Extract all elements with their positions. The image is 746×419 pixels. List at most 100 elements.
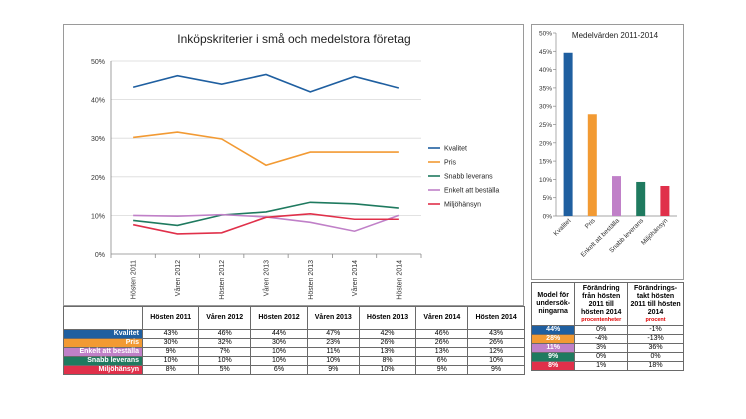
- bar-y-tick-label: 40%: [539, 67, 552, 74]
- bar-y-tick-label: 45%: [539, 49, 552, 56]
- summary-row: 11% 3% 36%: [530, 343, 684, 353]
- summary-model-kvalitet: 44%: [530, 325, 576, 335]
- line-series-miljo: [132, 213, 399, 235]
- line-series-kvalitet: [132, 73, 400, 93]
- data-table: Hösten 2011 Våren 2012 Hösten 2012 Våren 20…: [63, 306, 525, 375]
- line-y-tick-label: 20%: [91, 175, 105, 182]
- summary-change: 1%: [574, 361, 629, 371]
- data-table-column-header: Våren 2013: [306, 306, 360, 330]
- summary-rate: 0%: [627, 352, 684, 362]
- summary-table: Model för undersök-ningarna Förändring fr…: [530, 282, 684, 371]
- table-cell: 30%: [141, 338, 200, 348]
- bar-y-tick-label: 30%: [539, 104, 552, 111]
- line-series-pris: [133, 131, 399, 167]
- table-cell: 8%: [141, 365, 200, 375]
- table-cell: 43%: [467, 329, 525, 339]
- legend-label-miljo: Miljöhänsyn: [444, 202, 481, 209]
- bar-chart-panel: Medelvärden 2011-2014 0% 5% 10% 15% 20% 25% 30…: [531, 24, 684, 280]
- table-cell: 11%: [306, 347, 360, 357]
- bar-x-tick-label: Miljöhänsyn: [640, 217, 669, 246]
- bar-y-tick-label: 50%: [539, 31, 552, 38]
- summary-change: -4%: [574, 334, 629, 344]
- bar-miljo: [660, 185, 670, 216]
- summary-row: 28% -4% -13%: [530, 334, 684, 344]
- legend-label-enkelt: Enkelt att beställa: [444, 188, 499, 195]
- line-y-tick-label: 30%: [91, 136, 105, 143]
- table-cell: 26%: [467, 338, 525, 348]
- line-y-tick-label: 50%: [91, 59, 105, 66]
- table-cell: 7%: [198, 347, 252, 357]
- summary-model-miljo: 8%: [530, 361, 576, 371]
- table-cell: 46%: [415, 329, 469, 339]
- table-cell: 10%: [250, 347, 308, 357]
- table-cell: 32%: [198, 338, 252, 348]
- bar-x-tick-label: Pris: [584, 217, 597, 230]
- table-cell: 42%: [358, 329, 417, 339]
- table-cell: 9%: [306, 365, 360, 375]
- table-cell: 9%: [415, 365, 469, 375]
- line-x-tick-label: Hösten 2014: [396, 260, 403, 300]
- bar-snabb: [636, 181, 646, 216]
- table-cell: 26%: [358, 338, 417, 348]
- data-table-column-header: Hösten 2012: [250, 306, 308, 330]
- summary-rate: 36%: [627, 343, 684, 353]
- legend-label-snabb: Snabb leverans: [444, 174, 493, 181]
- bar-y-tick-label: 15%: [539, 159, 552, 166]
- summary-row: 9% 0% 0%: [530, 352, 684, 362]
- table-cell: 10%: [141, 356, 200, 366]
- line-y-tick-label: 0%: [95, 252, 105, 259]
- table-cell: 13%: [415, 347, 469, 357]
- row-label-pris: Pris: [63, 338, 143, 348]
- line-chart: Inköpskriterier i små och medelstora för…: [91, 32, 499, 300]
- summary-header-change: Förändring från hösten 2011 till hösten …: [574, 282, 629, 326]
- table-cell: 10%: [467, 356, 525, 366]
- table-cell: 9%: [467, 365, 525, 375]
- table-row: Kvalitet 43% 46% 44% 47% 42% 46% 43%: [63, 329, 525, 339]
- line-x-tick-label: Våren 2014: [351, 260, 359, 296]
- bar-y-tick-label: 25%: [539, 122, 552, 129]
- row-label-snabb: Snabb leverans: [63, 356, 143, 366]
- table-cell: 13%: [358, 347, 417, 357]
- data-table-column-header: Hösten 2013: [358, 306, 417, 330]
- data-table-column-header: Våren 2012: [198, 306, 252, 330]
- summary-header-rate: Förändrings-takt hösten 2011 till hösten…: [627, 282, 684, 326]
- bar-pris: [587, 114, 597, 216]
- table-cell: 12%: [467, 347, 525, 357]
- bar-chart-title: Medelvärden 2011-2014: [572, 31, 659, 40]
- line-x-tick-label: Hösten 2013: [308, 260, 315, 300]
- table-cell: 8%: [358, 356, 417, 366]
- bar-enkelt: [612, 176, 621, 216]
- data-table-column-header: Hösten 2011: [141, 306, 200, 330]
- table-cell: 30%: [250, 338, 308, 348]
- table-cell: 43%: [141, 329, 200, 339]
- bar-x-tick-label: Kvalitet: [552, 217, 572, 237]
- table-cell: 10%: [358, 365, 417, 375]
- line-x-tick-label: Våren 2012: [174, 260, 182, 296]
- line-y-tick-label: 40%: [91, 98, 105, 105]
- line-series-snabb: [133, 201, 399, 227]
- table-cell: 46%: [198, 329, 252, 339]
- line-x-tick-label: Hösten 2012: [219, 260, 226, 300]
- row-label-kvalitet: Kvalitet: [63, 329, 143, 339]
- bar-y-tick-label: 0%: [543, 214, 553, 221]
- table-cell: 44%: [250, 329, 308, 339]
- summary-change: 0%: [574, 352, 629, 362]
- table-cell: 23%: [306, 338, 360, 348]
- table-cell: 26%: [415, 338, 469, 348]
- summary-rate: -1%: [627, 325, 684, 335]
- bar-y-tick-label: 5%: [543, 195, 553, 202]
- table-cell: 10%: [250, 356, 308, 366]
- table-cell: 6%: [415, 356, 469, 366]
- legend-label-kvalitet: Kvalitet: [444, 146, 467, 153]
- row-label-miljo: Miljöhänsyn: [63, 365, 143, 375]
- table-cell: 10%: [306, 356, 360, 366]
- summary-rate: 18%: [627, 361, 684, 371]
- bar-y-tick-label: 35%: [539, 85, 552, 92]
- summary-model-enkelt: 11%: [530, 343, 576, 353]
- data-table-column-header: Våren 2014: [415, 306, 469, 330]
- summary-model-snabb: 9%: [530, 352, 576, 362]
- summary-header-row: Model för undersök-ningarna Förändring fr…: [530, 282, 684, 326]
- table-cell: 9%: [141, 347, 200, 357]
- line-y-tick-label: 10%: [91, 213, 105, 220]
- summary-change: 3%: [574, 343, 629, 353]
